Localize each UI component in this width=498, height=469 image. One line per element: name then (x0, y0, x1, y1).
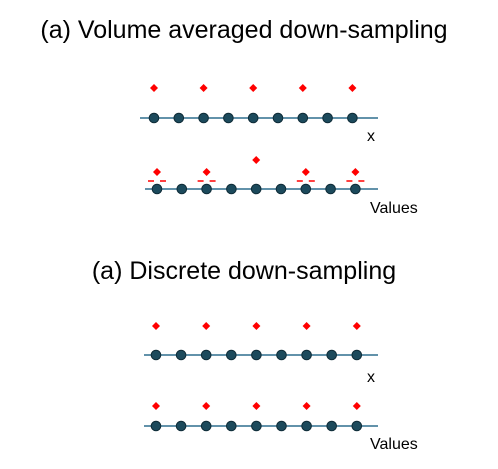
row-values: Values (145, 156, 418, 217)
fine-node (223, 112, 234, 124)
fine-node (301, 349, 312, 361)
fine-node (275, 183, 287, 195)
row-x: x (144, 322, 378, 386)
fine-node (150, 420, 162, 432)
panel-title: (a) Discrete down-sampling (92, 257, 396, 285)
fine-node (347, 112, 358, 124)
coarse-marker (252, 322, 261, 330)
fine-node (226, 349, 237, 361)
coarse-marker (202, 168, 211, 176)
coarse-marker (150, 84, 158, 92)
coarse-marker (152, 322, 160, 330)
fine-node (200, 349, 212, 361)
fine-node (276, 420, 287, 432)
coarse-marker (352, 402, 361, 410)
fine-node (251, 349, 262, 361)
row-label: x (367, 128, 375, 145)
panel-discrete: (a) Discrete down-sampling x Values (92, 257, 418, 453)
coarse-marker (152, 402, 160, 410)
fine-node (226, 420, 237, 432)
fine-node (300, 183, 312, 195)
fine-node (173, 112, 185, 124)
fine-node (351, 349, 363, 361)
fine-node (351, 420, 363, 432)
coarse-marker (352, 322, 361, 330)
fine-node (148, 112, 160, 124)
fine-node (276, 349, 287, 361)
coarse-marker (351, 168, 360, 176)
row-label: Values (370, 200, 418, 217)
fine-node (350, 183, 361, 195)
fine-node (251, 420, 262, 432)
fine-node (175, 420, 187, 432)
coarse-marker (202, 402, 211, 410)
fine-node (201, 183, 212, 195)
coarse-marker (249, 84, 258, 92)
coarse-marker (348, 84, 357, 92)
fine-node (226, 183, 237, 195)
fine-node (326, 420, 338, 432)
panel-volume-averaged: (a) Volume averaged down-sampling x Valu… (40, 16, 447, 217)
row-values: Values (144, 402, 418, 453)
fine-node (247, 112, 259, 124)
row-x: x (140, 84, 378, 145)
fine-node (200, 420, 212, 432)
panel-title: (a) Volume averaged down-sampling (40, 16, 447, 44)
coarse-marker (202, 322, 211, 330)
fine-node (297, 112, 309, 124)
row-label: x (367, 369, 375, 386)
fine-node (151, 183, 163, 195)
coarse-marker (252, 156, 261, 164)
fine-node (175, 349, 187, 361)
coarse-marker (301, 168, 310, 176)
row-label: Values (370, 436, 418, 453)
coarse-marker (302, 402, 311, 410)
fine-node (322, 112, 333, 124)
fine-node (150, 349, 162, 361)
coarse-marker (302, 322, 311, 330)
coarse-marker (298, 84, 307, 92)
fine-node (176, 183, 188, 195)
coarse-marker (252, 402, 261, 410)
fine-node (326, 349, 338, 361)
fine-node (325, 183, 336, 195)
fine-node (198, 112, 209, 124)
coarse-marker (153, 168, 161, 176)
coarse-marker (199, 84, 208, 92)
fine-node (301, 420, 312, 432)
fine-node (250, 183, 262, 195)
fine-node (272, 112, 284, 124)
